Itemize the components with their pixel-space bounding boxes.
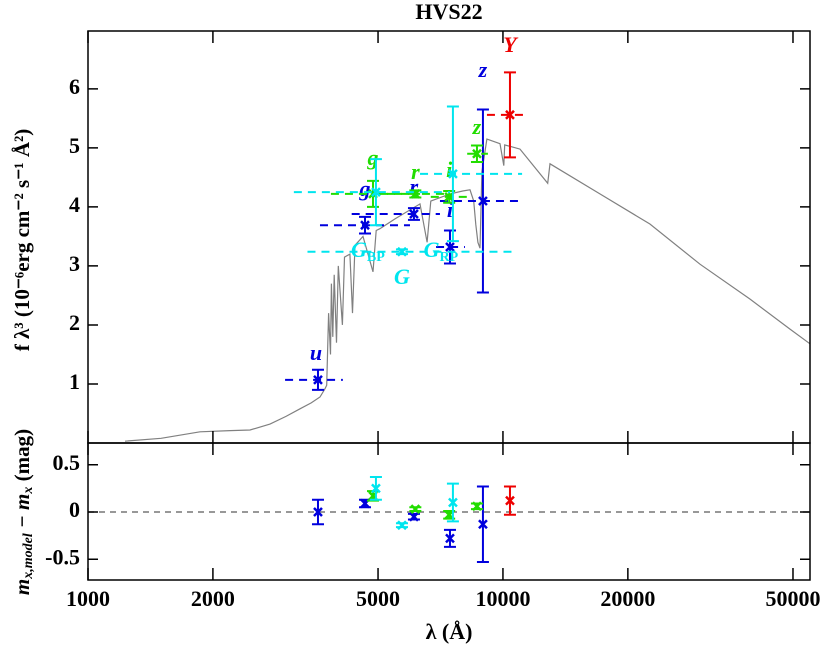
label-part: m <box>10 579 34 595</box>
y-axis-label: f λ³ (10⁻⁶erg cm⁻² s⁻¹ Å²) <box>10 129 34 352</box>
filter-label: Y <box>503 32 519 57</box>
filter-name: i <box>447 197 454 222</box>
filter-name: G <box>394 264 410 289</box>
residual-point <box>444 509 455 520</box>
residual-point <box>409 511 419 522</box>
filter-sub: RP <box>440 250 459 265</box>
x-tick-label: 2000 <box>191 586 235 611</box>
filter-name: G <box>351 237 367 262</box>
x-tick-label: 5000 <box>356 586 400 611</box>
residual-point <box>448 497 458 508</box>
filter-name: r <box>410 174 419 199</box>
photometry-point <box>444 191 455 202</box>
photometry-point <box>472 148 482 159</box>
x-tick-label: 1000 <box>66 586 110 611</box>
label-part: − m <box>10 494 34 534</box>
filter-name: z <box>472 114 482 139</box>
filter-name: r <box>411 159 420 184</box>
residual-point <box>410 504 421 515</box>
photometry-point <box>478 196 488 206</box>
x-tick-label: 20000 <box>600 586 655 611</box>
x-tick-label: 50000 <box>765 586 820 611</box>
y-tick-label: 2 <box>69 310 80 335</box>
photometry-point <box>505 109 515 120</box>
photometry-point <box>371 187 381 198</box>
filter-label: u <box>310 340 322 365</box>
y-tick-label: 3 <box>69 251 80 276</box>
photometry-point <box>409 209 419 219</box>
filter-name: u <box>310 340 322 365</box>
filter-sub: BP <box>367 250 385 265</box>
x-axis-label: λ (Å) <box>426 619 473 644</box>
filter-label: z <box>478 57 488 82</box>
filter-label: i <box>447 197 454 222</box>
chart-title: HVS22 <box>415 0 482 24</box>
filter-label: g <box>358 176 370 201</box>
y-tick-label: 6 <box>69 74 80 99</box>
y-tick-label: 5 <box>69 133 80 158</box>
residual-axis-label: mx,model − mx (mag) <box>10 429 36 595</box>
photometry-point <box>313 374 323 385</box>
photometry-point <box>360 220 370 231</box>
filter-label: GRP <box>424 237 459 265</box>
x-tick-label: 10000 <box>475 586 530 611</box>
y-tick-label: 0.5 <box>53 450 81 475</box>
residual-point <box>313 507 323 517</box>
y-tick-label: -0.5 <box>45 544 80 569</box>
filter-name: z <box>478 57 488 82</box>
residual-point <box>478 519 488 530</box>
residual-point <box>371 483 381 494</box>
photometry-point <box>397 246 407 257</box>
residual-point <box>397 520 407 531</box>
filter-label: r <box>411 159 420 184</box>
y-tick-label: 1 <box>69 369 80 394</box>
spectrum-line <box>124 138 811 442</box>
filter-label: z <box>472 114 482 139</box>
residual-point <box>505 495 515 506</box>
residual-point <box>445 533 455 544</box>
filter-name: G <box>424 237 440 262</box>
residual-point <box>472 501 482 512</box>
y-tick-label: 4 <box>69 192 80 217</box>
label-part: (mag) <box>10 429 34 487</box>
photometry-point <box>448 168 458 179</box>
filter-name: Y <box>503 32 519 57</box>
filter-name: g <box>358 176 370 201</box>
filter-label: GBP <box>351 237 385 265</box>
y-tick-label: 0 <box>69 497 80 522</box>
label-part: x <box>21 487 36 495</box>
filter-label: G <box>394 264 410 289</box>
photometry-point <box>445 242 455 252</box>
filter-label: r <box>410 174 419 199</box>
label-part: x,model <box>21 533 36 580</box>
